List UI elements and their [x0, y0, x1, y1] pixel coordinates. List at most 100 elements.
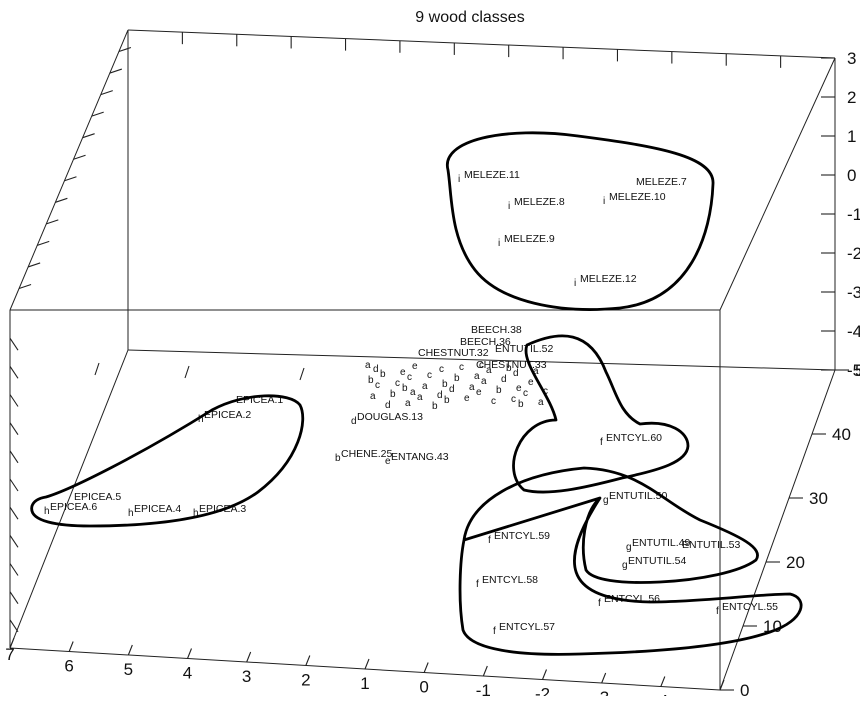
z-tick-label: 3	[847, 49, 856, 68]
point-marker: f	[493, 626, 496, 637]
cluster-point-marker: a	[538, 397, 544, 408]
x-axis-tick	[541, 669, 548, 680]
depth-tick	[46, 219, 59, 225]
cluster-point-marker: a	[365, 360, 371, 371]
y-tick-label: 50	[855, 361, 860, 380]
cluster-point-marker: a	[405, 398, 411, 409]
point-marker: g	[603, 495, 609, 506]
depth-tick	[64, 176, 77, 182]
z-tick-label: -1	[847, 205, 860, 224]
cluster-point-marker: d	[501, 374, 507, 385]
cluster-point-marker: a	[481, 376, 487, 387]
left-tick	[9, 535, 19, 548]
cluster-point-marker: a	[533, 366, 539, 377]
point-label: ENTCYL.58	[482, 574, 538, 586]
x-tick-label: -3	[594, 688, 609, 696]
point-marker: b	[335, 453, 341, 464]
cluster-point-marker: d	[385, 400, 391, 411]
point-marker: i	[508, 201, 510, 212]
point-label: ENTUTIL.53	[682, 539, 741, 551]
left-tick	[9, 366, 19, 379]
y-tick-label: 30	[809, 489, 828, 508]
left-tick	[9, 478, 19, 492]
point-label: MELEZE.8	[514, 196, 565, 208]
point-label: MELEZE.7	[636, 176, 687, 188]
cluster-point-marker: e	[412, 361, 418, 372]
x-axis-tick	[305, 655, 311, 666]
cluster-point-marker: a	[422, 381, 428, 392]
cluster-point-marker: c	[459, 362, 464, 373]
cluster-point-marker: a	[486, 365, 492, 376]
point-marker: i	[574, 278, 576, 289]
point-label: CHENE.25	[341, 448, 393, 460]
y-tick-label: 40	[832, 425, 851, 444]
cluster-point-marker: b	[444, 395, 450, 406]
x-axis-tick	[423, 662, 429, 673]
box-edge	[719, 57, 836, 311]
box-edge	[719, 369, 836, 691]
cluster-point-marker: a	[474, 371, 480, 382]
point-label: MELEZE.10	[609, 191, 666, 203]
point-label: ENTUTIL.50	[609, 490, 668, 502]
cluster-point-marker: b	[506, 363, 512, 374]
x-tick-label: 5	[124, 660, 133, 679]
cluster-point-marker: b	[368, 375, 374, 386]
x-tick-label: 0	[419, 678, 428, 697]
cluster-point-marker: d	[513, 368, 519, 379]
point-label: ENTCYL.59	[494, 530, 550, 542]
point-label: ENTCYL.57	[499, 621, 555, 633]
cluster-outline-meleze	[445, 131, 715, 311]
x-axis-tick	[9, 637, 15, 649]
box-edge	[127, 29, 836, 59]
cluster-point-marker: c	[439, 364, 444, 375]
cluster-point-marker: b	[390, 389, 396, 400]
z-tick-label: -4	[847, 322, 860, 341]
z-tick-label: -3	[847, 283, 860, 302]
left-tick	[9, 337, 19, 351]
point-label: CHESTNUT.32	[418, 347, 489, 359]
depth-tick	[27, 262, 41, 268]
left-tick	[9, 619, 19, 633]
z-tick-label: 0	[847, 166, 856, 185]
left-tick	[9, 563, 19, 576]
x-axis-tick	[127, 644, 133, 656]
cluster-point-marker: e	[400, 367, 406, 378]
cluster-point-marker: a	[417, 392, 423, 403]
point-label: EPICEA.5	[74, 491, 121, 503]
point-label: MELEZE.11	[464, 169, 520, 181]
point-label: ENTCYL.55	[722, 601, 778, 613]
x-tick-label: 1	[360, 674, 369, 693]
point-label: EPICEA.2	[204, 409, 251, 421]
point-marker: f	[598, 598, 601, 609]
cluster-point-marker: a	[410, 387, 416, 398]
depth-tick	[82, 133, 95, 139]
cluster-point-marker: b	[380, 369, 386, 380]
point-label: DOUGLAS.13	[357, 411, 423, 423]
cluster-point-marker: c	[427, 370, 432, 381]
point-marker: e	[385, 456, 391, 467]
cluster-point-marker: c	[375, 380, 380, 391]
left-tick	[9, 450, 19, 464]
cluster-point-marker: a	[469, 382, 475, 393]
x-tick-label: -2	[535, 685, 550, 697]
depth-tick	[118, 47, 132, 53]
x-tick-label: -1	[476, 681, 491, 696]
point-marker: f	[476, 579, 479, 590]
box-edge	[127, 349, 836, 371]
cluster-point-marker: c	[407, 372, 412, 383]
cluster-point-marker: c	[543, 386, 548, 397]
back-tick	[94, 362, 100, 376]
depth-tick	[109, 68, 123, 74]
point-marker: g	[622, 560, 628, 571]
z-tick-label: 2	[847, 88, 856, 107]
point-marker: g	[626, 542, 632, 553]
point-label: EPICEA.4	[134, 503, 181, 515]
y-tick-label: 0	[740, 681, 749, 696]
cluster-point-marker: d	[437, 390, 443, 401]
left-tick	[9, 422, 19, 435]
cluster-point-marker: b	[442, 379, 448, 390]
cluster-point-marker: c	[523, 388, 528, 399]
z-tick-label: -2	[847, 244, 860, 263]
point-label: ENTANG.43	[391, 451, 449, 463]
x-tick-label: 3	[242, 667, 251, 686]
